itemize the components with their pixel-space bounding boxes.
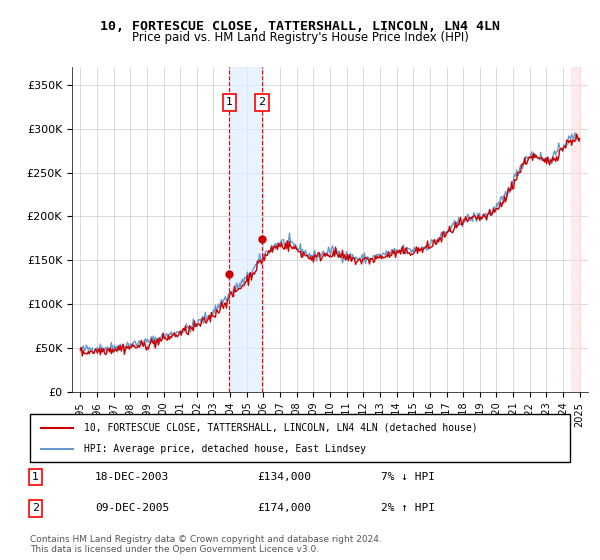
Text: HPI: Average price, detached house, East Lindsey: HPI: Average price, detached house, East… <box>84 444 366 454</box>
Text: 09-DEC-2005: 09-DEC-2005 <box>95 503 169 514</box>
Text: 10, FORTESCUE CLOSE, TATTERSHALL, LINCOLN, LN4 4LN (detached house): 10, FORTESCUE CLOSE, TATTERSHALL, LINCOL… <box>84 423 478 433</box>
Text: 2: 2 <box>32 503 39 514</box>
FancyBboxPatch shape <box>30 414 570 462</box>
Text: 18-DEC-2003: 18-DEC-2003 <box>95 472 169 482</box>
Text: 1: 1 <box>32 472 39 482</box>
Text: 2: 2 <box>259 97 266 108</box>
Text: 7% ↓ HPI: 7% ↓ HPI <box>381 472 435 482</box>
Text: Price paid vs. HM Land Registry's House Price Index (HPI): Price paid vs. HM Land Registry's House … <box>131 31 469 44</box>
Text: 10, FORTESCUE CLOSE, TATTERSHALL, LINCOLN, LN4 4LN: 10, FORTESCUE CLOSE, TATTERSHALL, LINCOL… <box>100 20 500 32</box>
Text: 2% ↑ HPI: 2% ↑ HPI <box>381 503 435 514</box>
Text: £174,000: £174,000 <box>257 503 311 514</box>
Text: £134,000: £134,000 <box>257 472 311 482</box>
Bar <box>229 67 262 392</box>
Bar <box>571 67 580 392</box>
Text: 1: 1 <box>226 97 233 108</box>
Text: Contains HM Land Registry data © Crown copyright and database right 2024.
This d: Contains HM Land Registry data © Crown c… <box>30 535 382 554</box>
